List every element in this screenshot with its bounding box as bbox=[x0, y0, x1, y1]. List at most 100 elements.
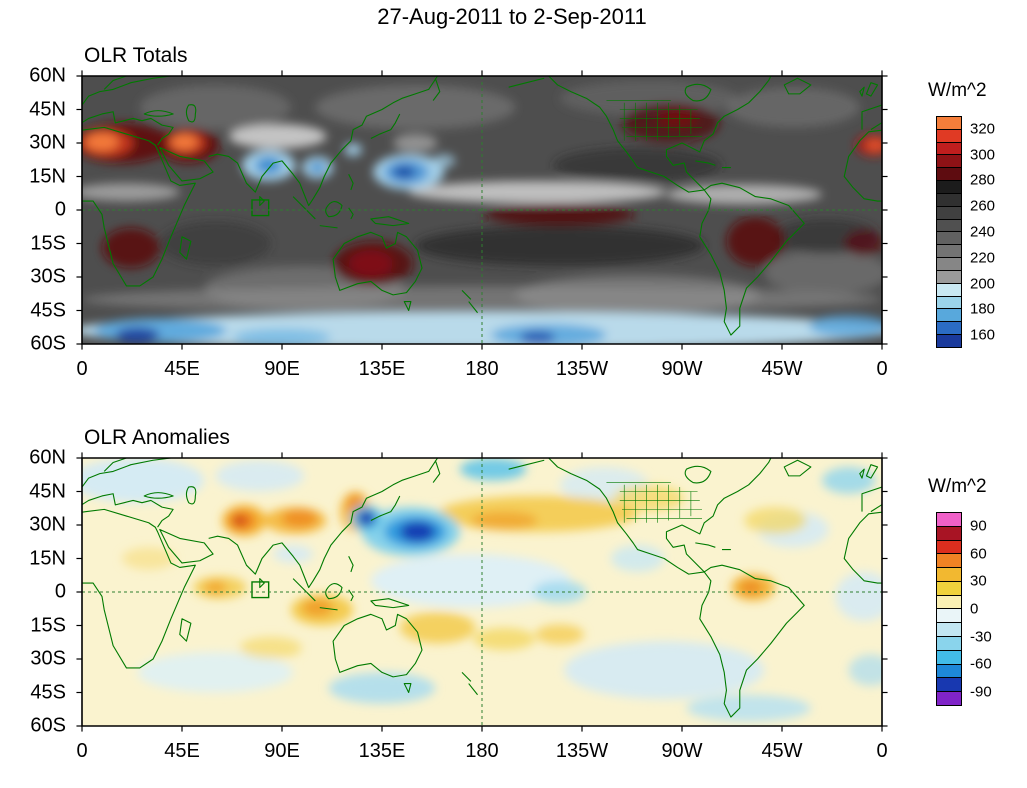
us-state-borders bbox=[606, 101, 702, 141]
colorbar-units-totals: W/m^2 bbox=[928, 80, 987, 101]
map-svg-anomalies bbox=[82, 458, 882, 726]
x-axis-label: 45W bbox=[761, 740, 803, 762]
x-axis-label: 90E bbox=[264, 740, 300, 762]
colorbar-tick-label: 320 bbox=[970, 120, 996, 138]
y-axis-label: 15S bbox=[30, 232, 66, 254]
colorbar-tick-label: 30 bbox=[970, 572, 987, 590]
colorbar-segment bbox=[937, 180, 961, 193]
x-axis-anomalies: 0 45E 90E 135E 180 135W 90W 45W 0 bbox=[76, 732, 887, 762]
colorbar-segment bbox=[937, 622, 961, 637]
colorbar-segment bbox=[937, 553, 961, 568]
field-blobs bbox=[82, 80, 882, 344]
x-axis-label: 0 bbox=[876, 358, 888, 380]
colorbar-segment bbox=[937, 608, 961, 623]
x-axis-label: 90E bbox=[264, 358, 300, 380]
y-axis-label: 15S bbox=[30, 614, 66, 636]
colorbar-segment bbox=[937, 141, 961, 155]
colorbar-tick-label: 0 bbox=[970, 600, 979, 618]
colorbar-totals: W/m^2 320 300 280 260 240 220 200 180 160 bbox=[928, 80, 995, 348]
colorbar-tick-label: 220 bbox=[970, 249, 996, 267]
colorbar-segment bbox=[937, 117, 961, 129]
colorbar-units-anomalies: W/m^2 bbox=[928, 476, 987, 497]
colorbar-segment bbox=[937, 636, 961, 650]
x-axis-label: 0 bbox=[76, 358, 88, 380]
colorbar-segment bbox=[937, 580, 961, 595]
colorbar-segment bbox=[937, 231, 961, 245]
y-axis-label: 30N bbox=[29, 131, 66, 154]
map-anomalies bbox=[82, 458, 882, 726]
x-axis-label: 45W bbox=[761, 358, 803, 380]
colorbar-swatches-anomalies bbox=[936, 512, 962, 706]
colorbar-tick-label: 280 bbox=[970, 171, 996, 189]
colorbar-segment bbox=[937, 567, 961, 581]
x-axis-label: 45E bbox=[164, 358, 200, 380]
x-axis-label: 90W bbox=[661, 358, 703, 380]
y-axis-label: 60N bbox=[29, 446, 66, 469]
figure-title: 27-Aug-2011 to 2-Sep-2011 bbox=[377, 4, 647, 29]
x-axis-label: 0 bbox=[76, 740, 88, 762]
colorbar-segment bbox=[937, 282, 961, 296]
y-axis-label: 45S bbox=[30, 681, 66, 703]
y-axis-label: 45N bbox=[29, 480, 66, 502]
x-axis-label: 45E bbox=[164, 740, 200, 762]
coastlines bbox=[44, 458, 811, 717]
colorbar-segment bbox=[937, 257, 961, 270]
colorbar-tick-label: 160 bbox=[970, 326, 996, 344]
axis-ticks bbox=[76, 452, 887, 731]
marker-box bbox=[252, 200, 269, 216]
y-axis-label: 30S bbox=[30, 647, 66, 670]
colorbar-segment bbox=[937, 218, 961, 232]
y-axis-label: 30N bbox=[29, 513, 66, 536]
map-totals bbox=[82, 76, 882, 344]
axis-ticks bbox=[76, 70, 887, 349]
x-axis-label: 0 bbox=[876, 740, 888, 762]
colorbar-segment bbox=[937, 154, 961, 168]
colorbar-segment bbox=[937, 295, 961, 309]
us-state-borders bbox=[606, 483, 702, 523]
colorbar-tick-label: 90 bbox=[970, 517, 987, 535]
x-axis-label: 90W bbox=[661, 740, 703, 762]
colorbar-segment bbox=[937, 677, 961, 692]
colorbar-tick-label: 240 bbox=[970, 223, 996, 241]
y-axis-label: 60N bbox=[29, 64, 66, 87]
y-axis-label: 45S bbox=[30, 299, 66, 321]
panel-olr-totals: OLR Totals 60N 45N 30N 15N 0 15S 30S 45S 60S 0 45… bbox=[0, 42, 1027, 404]
y-axis-anomalies: 60N 45N 30N 15N 0 15S 30S 45S 60S bbox=[0, 447, 74, 737]
colorbar-segment bbox=[937, 513, 961, 526]
colorbar-segment bbox=[937, 334, 961, 347]
y-axis-label: 15N bbox=[29, 547, 66, 569]
colorbar-tick-label: -90 bbox=[970, 683, 992, 701]
y-axis-label: 0 bbox=[54, 198, 66, 221]
x-axis-label: 135E bbox=[358, 740, 406, 762]
x-axis-label: 135E bbox=[358, 358, 406, 380]
y-axis-label: 60S bbox=[30, 714, 66, 737]
y-axis-totals: 60N 45N 30N 15N 0 15S 30S 45S 60S bbox=[0, 65, 74, 355]
colorbar-anomalies: W/m^2 90 60 30 0 -30 -60 -90 bbox=[928, 476, 992, 706]
colorbar-segment bbox=[937, 167, 961, 181]
colorbar-segment bbox=[937, 649, 961, 664]
y-axis-label: 60S bbox=[30, 332, 66, 355]
field-blobs bbox=[82, 458, 882, 722]
colorbar-segment bbox=[937, 321, 961, 335]
colorbar-ticks-anomalies: 90 60 30 0 -30 -60 -90 bbox=[970, 512, 1026, 706]
coastlines bbox=[44, 76, 811, 335]
y-axis-label: 30S bbox=[30, 265, 66, 288]
panel-olr-anomalies: OLR Anomalies 60N 45N 30N 15N 0 15S 30S 45S 60S … bbox=[0, 424, 1027, 786]
colorbar-swatches-totals bbox=[936, 116, 962, 348]
colorbar-segment bbox=[937, 663, 961, 678]
colorbar-tick-label: -30 bbox=[970, 628, 992, 646]
map-svg-totals bbox=[82, 76, 882, 344]
y-axis-label: 15N bbox=[29, 165, 66, 187]
colorbar-tick-label: 200 bbox=[970, 275, 996, 293]
colorbar-tick-label: 180 bbox=[970, 300, 996, 318]
colorbar-tick-label: -60 bbox=[970, 655, 992, 673]
colorbar-tick-label: 260 bbox=[970, 197, 996, 215]
colorbar-segment bbox=[937, 269, 961, 283]
colorbar-segment bbox=[937, 539, 961, 554]
x-axis-label: 180 bbox=[465, 740, 499, 762]
colorbar-segment bbox=[937, 594, 961, 609]
marker-box bbox=[252, 582, 269, 598]
colorbar-segment bbox=[937, 244, 961, 258]
x-axis-label: 180 bbox=[465, 358, 499, 380]
panel-title-totals: OLR Totals bbox=[84, 44, 188, 67]
